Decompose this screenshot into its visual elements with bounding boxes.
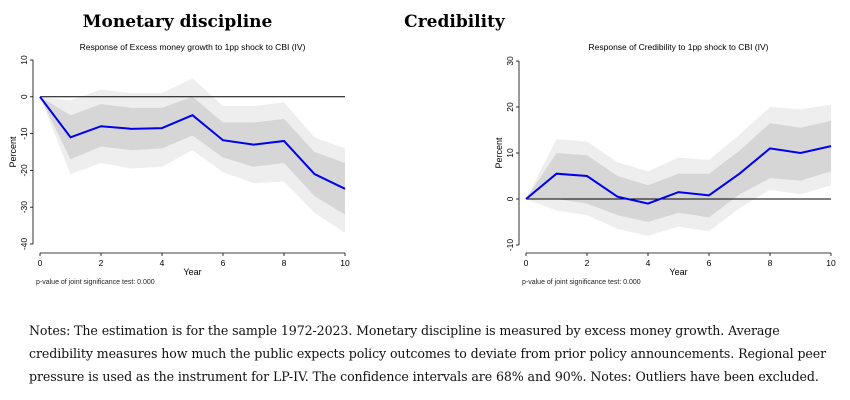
- figure-notes: Notes: The estimation is for the sample …: [29, 323, 827, 384]
- ci-band-68: [526, 120, 831, 222]
- x-tick-label: 4: [646, 258, 651, 268]
- x-tick-label: 0: [524, 258, 529, 268]
- p-value-note: p-value of joint significance test: 0.00…: [522, 279, 641, 286]
- chart-svg: Response of Credibility to 1pp shock to …: [494, 42, 836, 277]
- x-tick-label: 2: [585, 258, 590, 268]
- y-tick-label: 30: [505, 56, 515, 66]
- y-tick-label: 0: [19, 94, 29, 99]
- y-tick-label: 0: [505, 196, 515, 201]
- chart-subtitle: Response of Credibility to 1pp shock to …: [589, 42, 769, 52]
- x-tick-label: 4: [160, 258, 165, 268]
- x-axis-label: Year: [669, 267, 687, 277]
- y-axis-label: Percent: [494, 137, 504, 169]
- y-tick-label: -30: [19, 201, 29, 214]
- y-tick-label: 10: [19, 55, 29, 65]
- chart-subtitle: Response of Excess money growth to 1pp s…: [80, 42, 306, 52]
- x-tick-label: 10: [826, 258, 836, 268]
- panel-title: Credibility: [404, 12, 505, 32]
- x-tick-label: 8: [768, 258, 773, 268]
- y-tick-label: -40: [19, 238, 29, 251]
- x-tick-label: 0: [38, 258, 43, 268]
- x-tick-label: 6: [221, 258, 226, 268]
- chart-panel-monetary-discipline: Monetary discipline Response of Excess m…: [0, 0, 425, 300]
- response-line: [525, 145, 832, 205]
- ci-band-68: [40, 96, 345, 215]
- chart-panel-credibility: Credibility Response of Credibility to 1…: [404, 0, 850, 300]
- response-line: [39, 96, 346, 190]
- x-tick-label: 6: [707, 258, 712, 268]
- y-tick-label: -20: [19, 164, 29, 177]
- x-tick-label: 2: [99, 258, 104, 268]
- y-tick-label: -10: [505, 239, 515, 252]
- x-tick-label: 10: [340, 258, 350, 268]
- p-value-note: p-value of joint significance test: 0.00…: [36, 279, 155, 286]
- x-tick-label: 8: [282, 258, 287, 268]
- x-axis-label: Year: [183, 267, 201, 277]
- y-tick-label: 10: [505, 148, 515, 158]
- y-axis-label: Percent: [8, 136, 18, 168]
- y-tick-label: 20: [505, 102, 515, 112]
- chart-svg: Response of Excess money growth to 1pp s…: [8, 42, 350, 277]
- panel-title: Monetary discipline: [82, 12, 273, 32]
- y-tick-label: -10: [19, 127, 29, 140]
